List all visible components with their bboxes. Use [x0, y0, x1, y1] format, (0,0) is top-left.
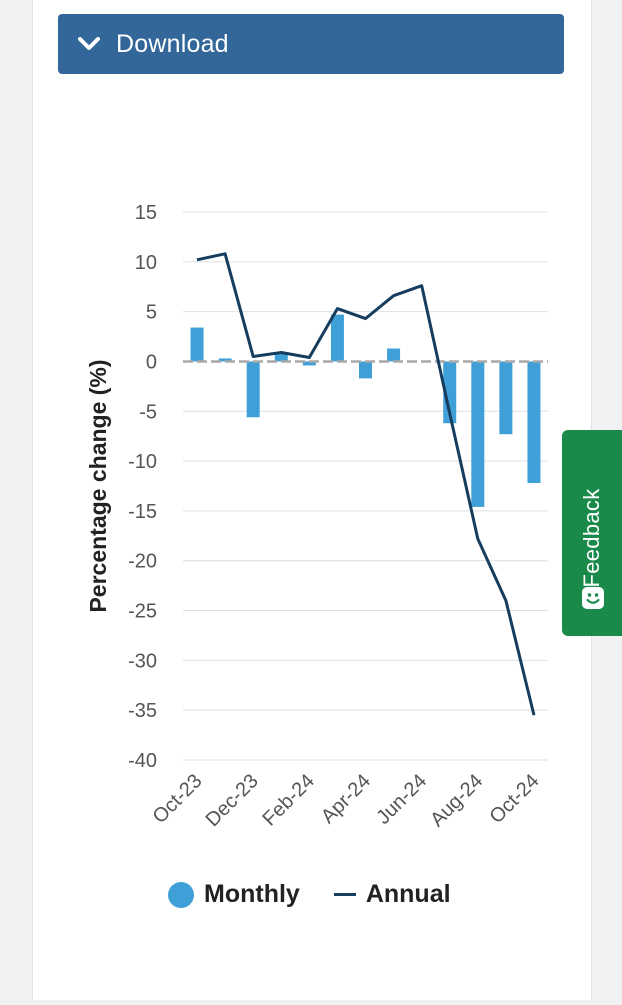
y-tick-label: 10 — [135, 252, 157, 274]
y-tick-label: 15 — [135, 202, 157, 224]
x-tick-label: Feb-24 — [259, 770, 319, 830]
y-axis-title: Percentage change (%) — [85, 359, 111, 612]
feedback-tab[interactable]: Feedback — [562, 430, 622, 636]
download-button[interactable]: Download — [58, 14, 564, 74]
y-tick-label: -15 — [128, 501, 157, 523]
chart-legend: Monthly Annual — [168, 880, 451, 909]
line-annual — [196, 252, 536, 716]
legend-swatch-annual — [333, 893, 356, 896]
chevron-down-icon — [78, 33, 100, 55]
bar-monthly — [274, 352, 288, 362]
bar-monthly — [218, 358, 232, 362]
y-tick-label: -5 — [139, 401, 157, 423]
y-tick-label: -35 — [128, 700, 157, 722]
bar-monthly — [330, 314, 344, 362]
y-tick-label: -40 — [128, 750, 157, 772]
x-tick-label: Oct-24 — [485, 770, 543, 828]
y-tick-label: 5 — [146, 302, 157, 324]
bar-monthly — [359, 361, 372, 379]
bar-monthly — [302, 361, 316, 366]
legend-item-annual[interactable]: Annual — [333, 880, 451, 909]
feedback-label: Feedback — [579, 488, 604, 588]
x-tick-label: Aug-24 — [426, 770, 487, 831]
y-tick-label: -20 — [128, 551, 157, 573]
x-tick-label: Apr-24 — [317, 770, 375, 828]
legend-label-annual: Annual — [365, 880, 451, 908]
bar-monthly — [527, 361, 541, 484]
bar-monthly — [190, 327, 204, 362]
legend-label-monthly: Monthly — [204, 880, 300, 908]
legend-item-monthly[interactable]: Monthly — [168, 880, 300, 909]
y-tick-label: -10 — [128, 451, 157, 473]
x-tick-label: Oct-23 — [149, 770, 207, 828]
bar-monthly — [499, 361, 513, 435]
bar-monthly — [387, 348, 401, 362]
legend-swatch-monthly — [168, 881, 194, 908]
bar-monthly — [471, 361, 485, 507]
chart-card — [32, 0, 592, 1000]
bar-monthly — [246, 361, 260, 418]
y-tick-label: -25 — [128, 601, 157, 623]
y-tick-label: -30 — [128, 650, 157, 672]
x-tick-label: Dec-23 — [202, 770, 263, 831]
bar-monthly — [443, 361, 457, 424]
download-label: Download — [116, 29, 229, 58]
smiley-icon — [581, 586, 605, 610]
y-tick-label: 0 — [146, 351, 157, 373]
x-tick-label: Jun-24 — [372, 770, 431, 829]
